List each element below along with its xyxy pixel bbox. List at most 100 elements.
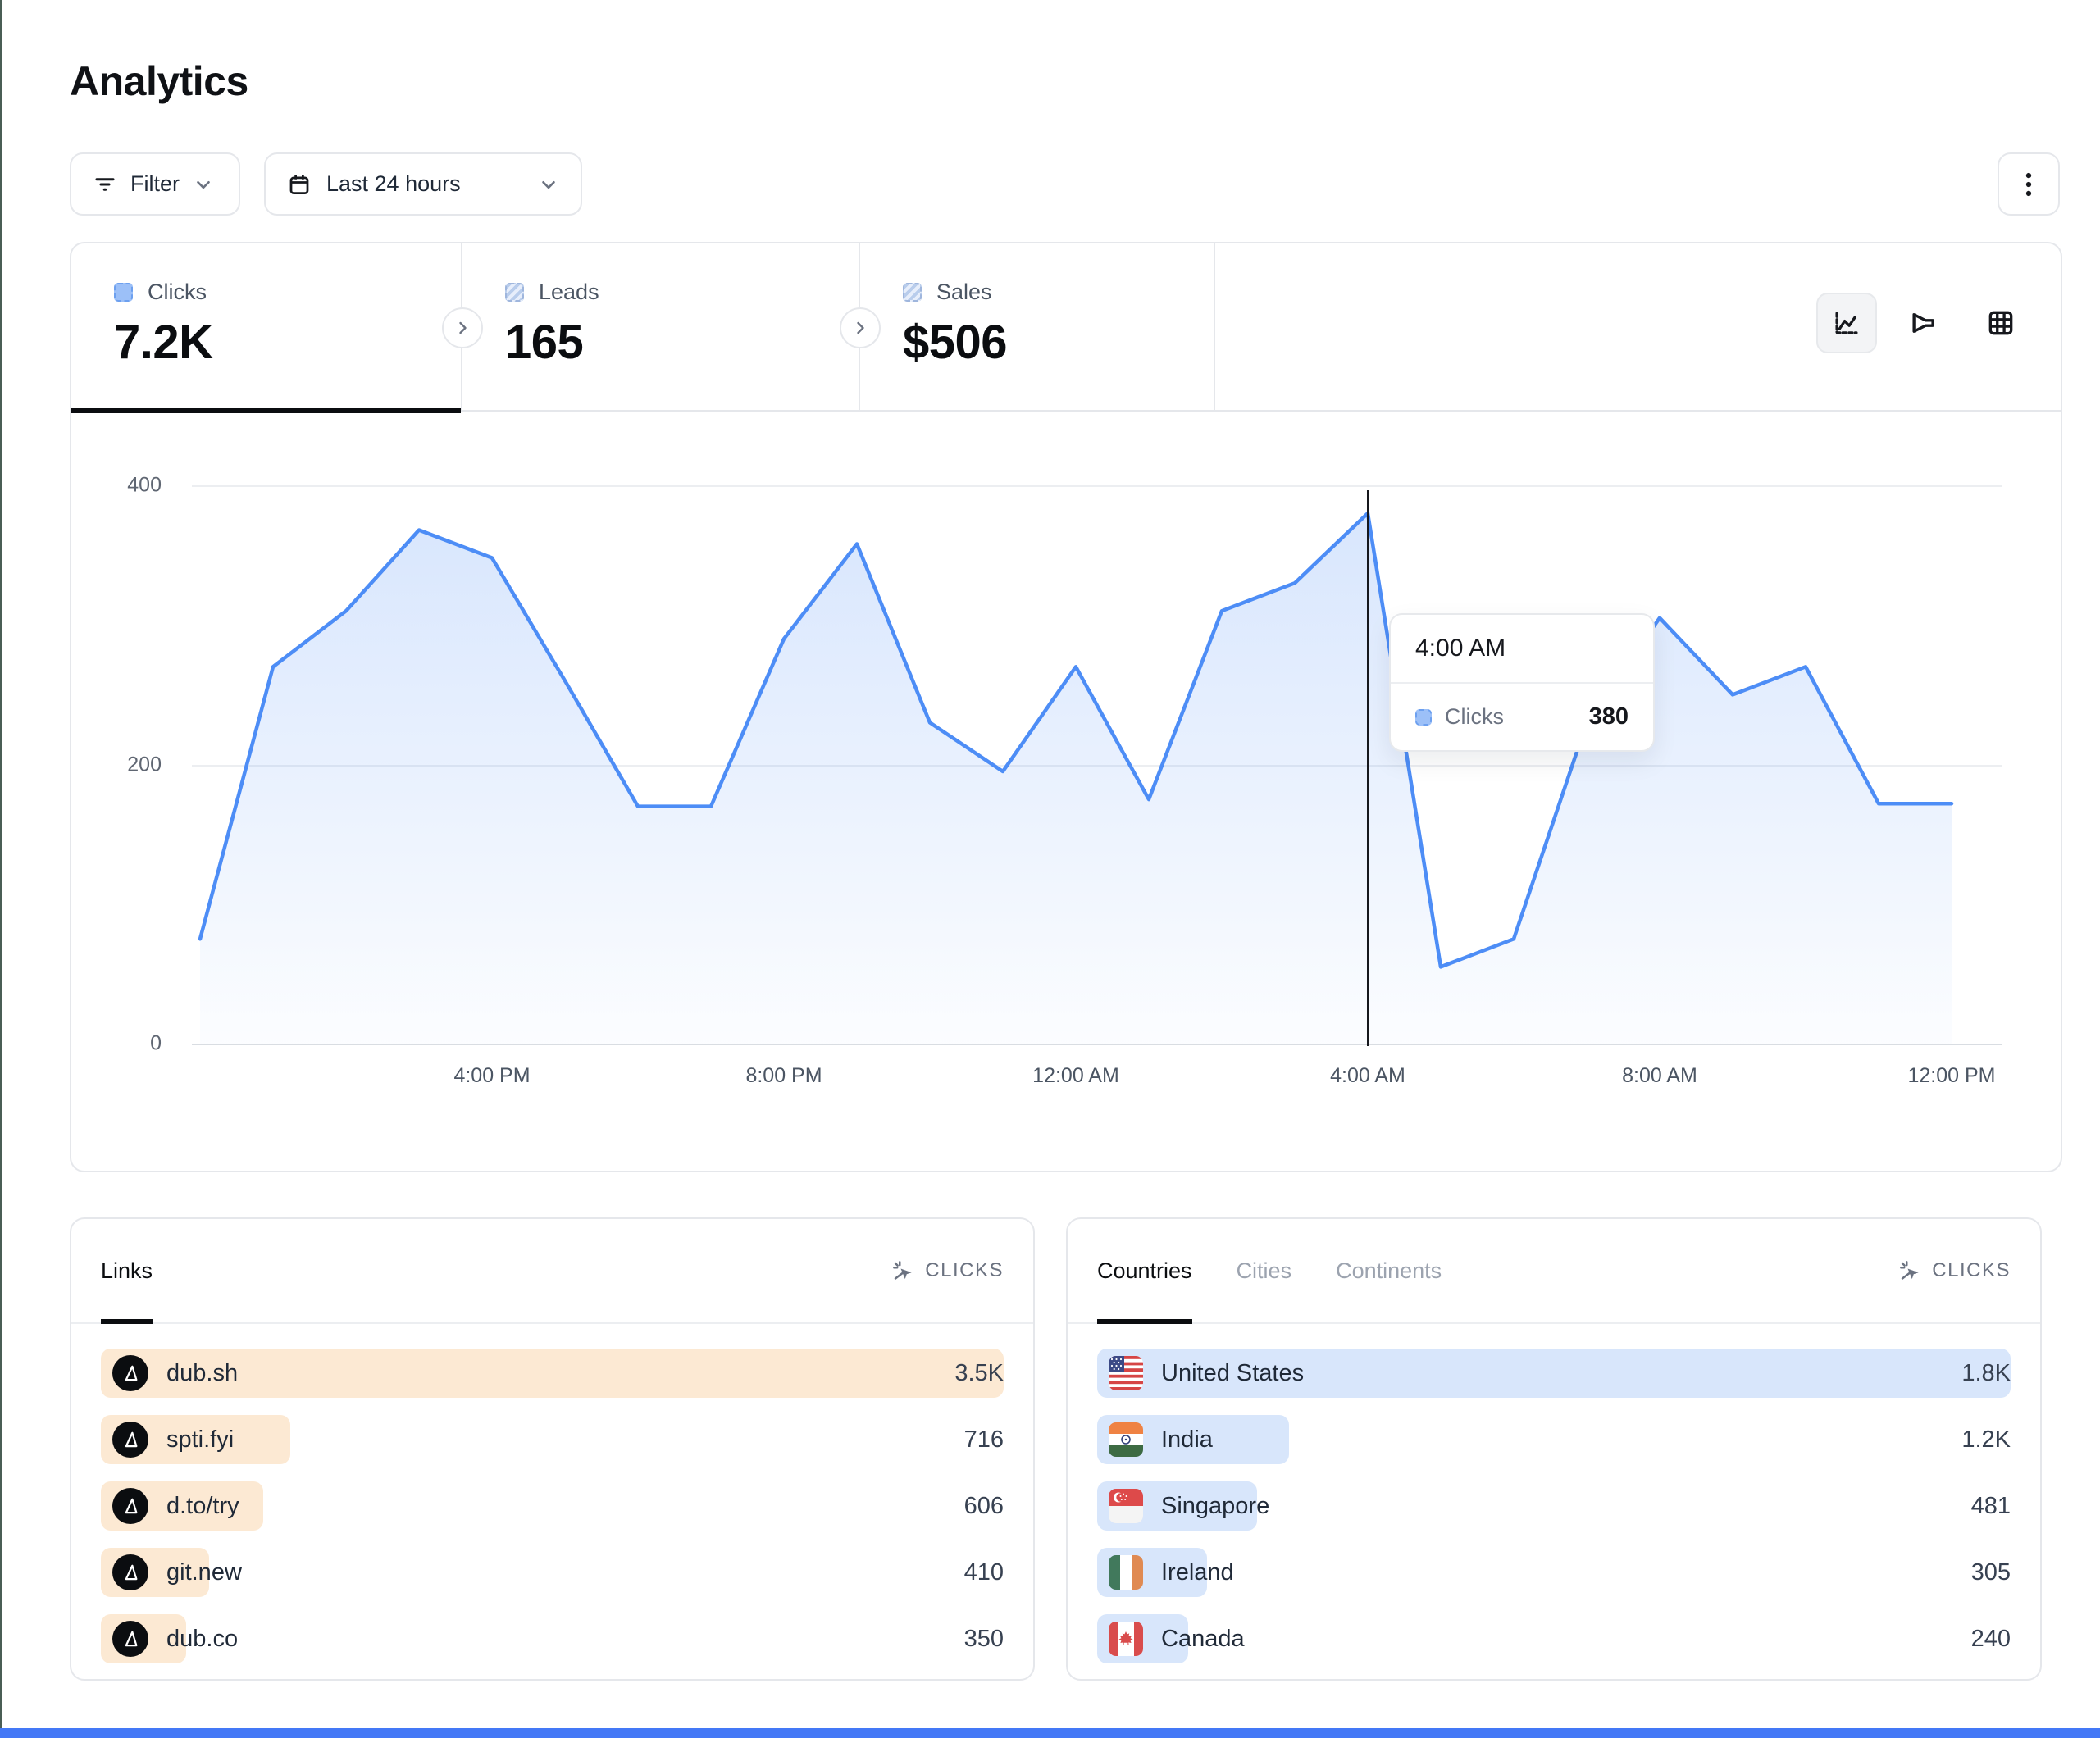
tab-cities[interactable]: Cities — [1237, 1219, 1292, 1322]
tab-clicks[interactable]: Clicks 7.2K — [71, 243, 461, 413]
funnel-icon — [1908, 307, 1939, 339]
country-label: Canada — [1161, 1625, 1245, 1652]
country-row[interactable]: Canada 240 — [1097, 1614, 2011, 1663]
y-tick-label: 0 — [150, 1031, 162, 1055]
link-clicks-value: 606 — [963, 1492, 1004, 1519]
dub-logo-icon — [112, 1554, 148, 1590]
window-edge-left — [0, 0, 2, 1738]
tooltip-crosshair — [1366, 490, 1369, 1046]
chart-type-switcher — [1816, 293, 2031, 353]
date-range-button[interactable]: Last 24 hours — [264, 152, 582, 216]
expand-clicks-button[interactable] — [442, 307, 483, 348]
chart-tooltip: 4:00 AM Clicks 380 — [1389, 613, 1655, 752]
country-clicks-value: 1.8K — [1961, 1359, 2011, 1386]
chevron-down-icon — [193, 174, 214, 195]
tab-countries[interactable]: Countries — [1097, 1219, 1192, 1324]
tab-leads[interactable]: Leads 165 — [462, 243, 859, 412]
dub-logo-icon — [112, 1422, 148, 1458]
y-tick-label: 200 — [127, 753, 162, 776]
sales-value: $506 — [903, 316, 1008, 369]
country-clicks-value: 481 — [1970, 1492, 2011, 1519]
link-label: d.to/try — [166, 1492, 239, 1519]
link-label: spti.fyi — [166, 1426, 235, 1453]
window-edge-bottom — [0, 1728, 2100, 1738]
metric-label: Sales — [936, 280, 992, 304]
area-line-plot — [198, 511, 1954, 1044]
country-row[interactable]: India 1.2K — [1097, 1415, 2011, 1464]
more-options-button[interactable] — [1998, 152, 2060, 216]
country-row[interactable]: Ireland 305 — [1097, 1548, 2011, 1597]
grid-view-button[interactable] — [1970, 293, 2031, 353]
tab-continents[interactable]: Continents — [1336, 1219, 1442, 1322]
tab-divider — [1214, 243, 1215, 412]
gridline-400 — [192, 485, 2002, 487]
y-axis-labels: 0 200 400 — [71, 412, 162, 1171]
tab-cities-label: Cities — [1236, 1258, 1292, 1283]
dub-logo-icon — [112, 1621, 148, 1657]
tab-countries-label: Countries — [1097, 1258, 1192, 1283]
country-label: Ireland — [1161, 1558, 1234, 1586]
link-label: dub.co — [166, 1625, 239, 1652]
india-flag-icon — [1109, 1422, 1143, 1457]
link-row[interactable]: d.to/try 606 — [101, 1481, 1004, 1531]
links-metric-toggle[interactable]: CLICKS — [891, 1258, 1004, 1283]
us-flag-icon — [1109, 1356, 1143, 1390]
metric-label: Clicks — [148, 280, 207, 304]
leads-value: 165 — [505, 316, 584, 369]
link-label: git.new — [166, 1558, 242, 1586]
clicks-timeseries-chart: 0 200 400 4:00 PM 8:00 PM 12:00 AM 4:00 AM 8:0… — [71, 412, 2061, 1171]
singapore-flag-icon — [1109, 1489, 1143, 1523]
link-row[interactable]: git.new 410 — [101, 1548, 1004, 1597]
country-row[interactable]: United States 1.8K — [1097, 1349, 2011, 1398]
links-panel: Links CLICKS dub.sh 3.5K — [70, 1217, 1035, 1681]
link-row[interactable]: dub.co 350 — [101, 1614, 1004, 1663]
chevron-right-icon — [453, 318, 472, 338]
tab-links[interactable]: Links — [101, 1219, 153, 1324]
y-tick-label: 400 — [127, 473, 162, 497]
x-axis-line — [192, 1044, 2002, 1045]
country-clicks-value: 240 — [1970, 1625, 2011, 1652]
sales-legend-chip — [903, 283, 922, 302]
funnel-view-button[interactable] — [1893, 293, 1954, 353]
filter-button-label: Filter — [130, 171, 180, 196]
link-row[interactable]: dub.sh 3.5K — [101, 1349, 1004, 1398]
link-clicks-value: 410 — [963, 1558, 1004, 1586]
clicks-value: 7.2K — [114, 316, 213, 369]
expand-leads-button[interactable] — [840, 307, 881, 348]
tab-continents-label: Continents — [1336, 1258, 1442, 1283]
dub-logo-icon — [112, 1488, 148, 1524]
tab-links-label: Links — [101, 1258, 153, 1283]
canada-flag-icon — [1109, 1622, 1143, 1656]
countries-metric-label: CLICKS — [1932, 1259, 2011, 1281]
metric-tabs: Clicks 7.2K Leads 165 Sales $506 — [71, 243, 2061, 413]
country-bar — [1097, 1349, 2011, 1398]
countries-metric-toggle[interactable]: CLICKS — [1897, 1258, 2011, 1283]
link-clicks-value: 350 — [963, 1625, 1004, 1652]
grid-icon — [1985, 307, 2016, 339]
kebab-menu-icon — [2016, 171, 2041, 198]
dub-logo-icon — [112, 1355, 148, 1391]
tooltip-value: 380 — [1588, 703, 1629, 730]
calendar-icon — [287, 172, 312, 197]
link-label: dub.sh — [166, 1359, 239, 1386]
analytics-chart-card: Clicks 7.2K Leads 165 Sales $506 — [70, 242, 2062, 1172]
countries-panel: Countries Cities Continents CLICKS — [1066, 1217, 2042, 1681]
country-label: India — [1161, 1426, 1213, 1453]
link-clicks-value: 716 — [963, 1426, 1004, 1453]
link-row[interactable]: spti.fyi 716 — [101, 1415, 1004, 1464]
filter-button[interactable]: Filter — [70, 152, 240, 216]
clicks-legend-chip — [114, 283, 133, 302]
clicks-legend-chip — [1415, 708, 1432, 726]
country-clicks-value: 1.2K — [1961, 1426, 2011, 1453]
country-label: Singapore — [1161, 1492, 1270, 1519]
leads-legend-chip — [505, 283, 524, 302]
country-row[interactable]: Singapore 481 — [1097, 1481, 2011, 1531]
country-clicks-value: 305 — [1970, 1558, 2011, 1586]
tooltip-series-label: Clicks — [1445, 704, 1504, 729]
date-range-label: Last 24 hours — [326, 171, 461, 196]
cursor-click-icon — [1897, 1258, 1922, 1283]
line-chart-view-button[interactable] — [1816, 293, 1877, 353]
tab-sales[interactable]: Sales $506 — [860, 243, 1214, 412]
metric-label: Leads — [539, 280, 599, 304]
